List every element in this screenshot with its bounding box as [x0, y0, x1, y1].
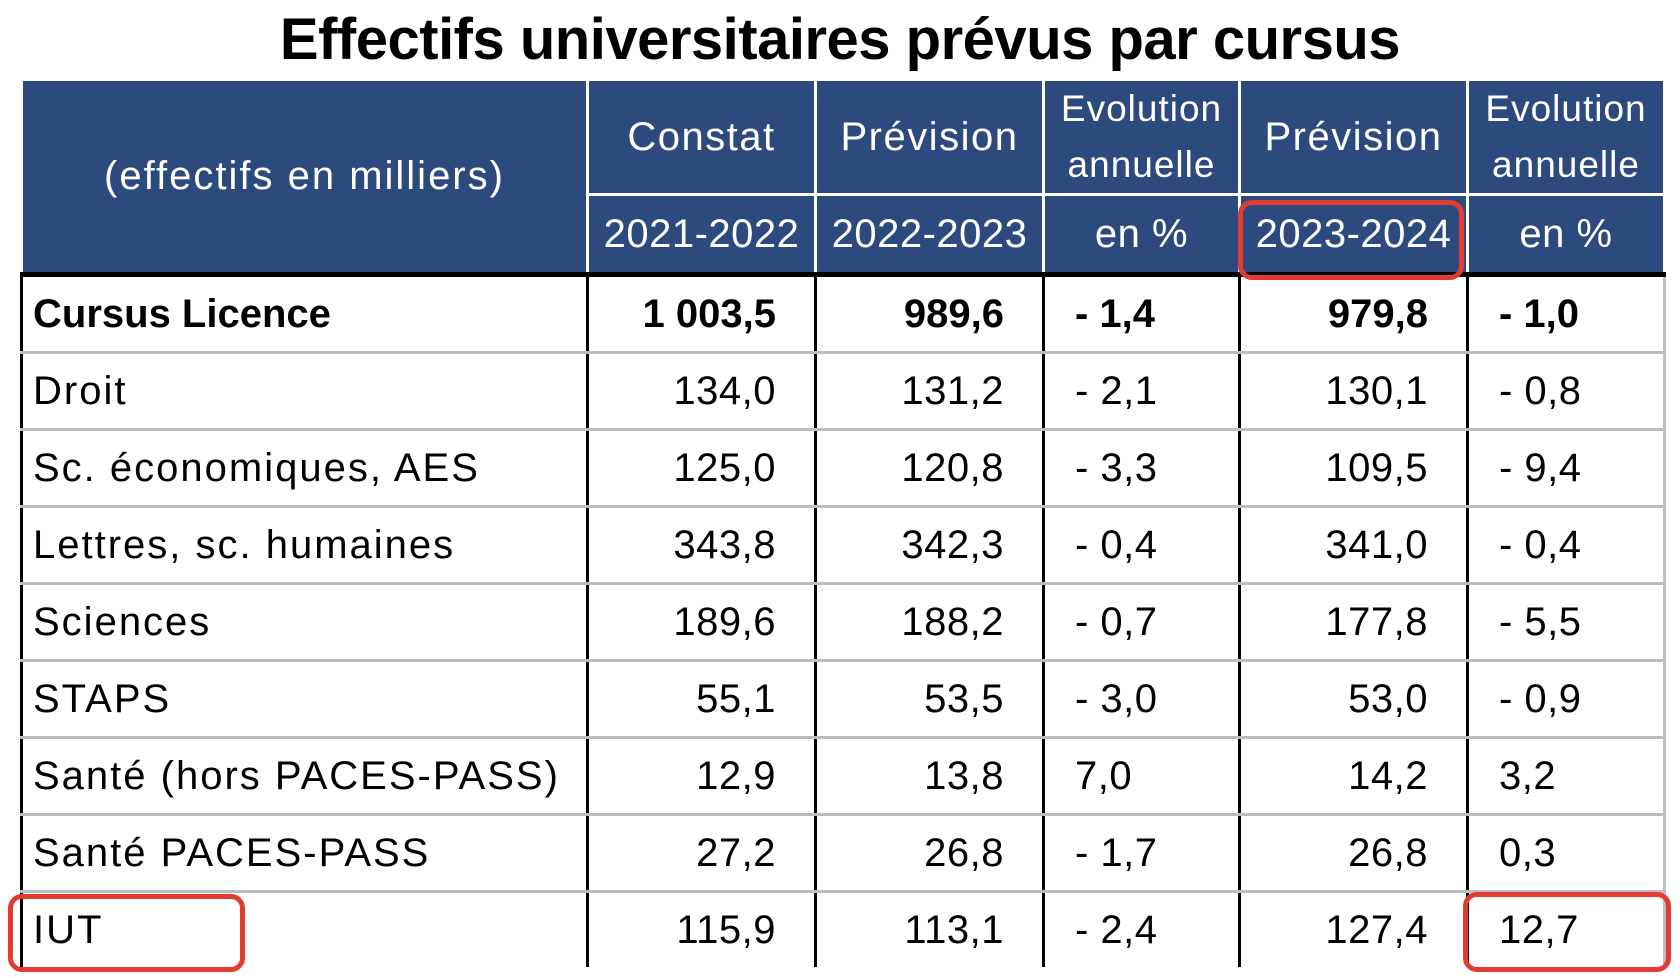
value-2022-2023: 53,5	[814, 660, 1044, 739]
table-title: Effectifs universitaires prévus par curs…	[279, 7, 1401, 72]
evolution-2: - 5,5	[1466, 583, 1666, 662]
table-header: (effectifs en milliers) Constat Prévisio…	[20, 78, 1666, 276]
value-2023-2024: 14,2	[1238, 737, 1468, 816]
unit-label: (effectifs en milliers)	[20, 78, 589, 276]
evolution-1-line2: annuelle	[1067, 144, 1216, 185]
row-label: Cursus Licence	[20, 272, 588, 354]
value-2021-2022: 55,1	[586, 660, 816, 739]
evolution-2: - 0,4	[1466, 506, 1666, 585]
value-2023-2024: 341,0	[1238, 506, 1468, 585]
table-row: Sciences 189,6 188,2 - 0,7 177,8 - 5,5	[20, 583, 1666, 662]
row-label: Santé PACES-PASS	[20, 814, 588, 893]
col-year-2324: 2023-2024	[1238, 193, 1469, 276]
table-row: Santé PACES-PASS 27,2 26,8 - 1,7 26,8 0,…	[20, 814, 1666, 893]
row-label: Sc. économiques, AES	[20, 429, 588, 508]
evolution-1: - 1,4	[1042, 272, 1240, 354]
value-2021-2022: 189,6	[586, 583, 816, 662]
table-body: Cursus Licence 1 003,5 989,6 - 1,4 979,8…	[20, 272, 1666, 967]
value-2021-2022: 1 003,5	[586, 272, 816, 354]
col-year-2122: 2021-2022	[586, 193, 817, 276]
evolution-2-line2: annuelle	[1492, 144, 1640, 185]
value-2022-2023: 13,8	[814, 737, 1044, 816]
row-label: IUT	[20, 891, 588, 967]
value-2022-2023: 342,3	[814, 506, 1044, 585]
evolution-1: - 1,7	[1042, 814, 1240, 893]
value-2022-2023: 26,8	[814, 814, 1044, 893]
col-year-2223: 2022-2023	[814, 193, 1045, 276]
value-2021-2022: 343,8	[586, 506, 816, 585]
evolution-1: 7,0	[1042, 737, 1240, 816]
value-2022-2023: 120,8	[814, 429, 1044, 508]
evolution-1: - 0,4	[1042, 506, 1240, 585]
value-2023-2024: 177,8	[1238, 583, 1468, 662]
evolution-1: - 2,1	[1042, 352, 1240, 431]
value-2021-2022: 115,9	[586, 891, 816, 967]
value-2023-2024: 979,8	[1238, 272, 1468, 354]
table-row: Santé (hors PACES-PASS) 12,9 13,8 7,0 14…	[20, 737, 1666, 816]
table-row: Cursus Licence 1 003,5 989,6 - 1,4 979,8…	[20, 272, 1666, 354]
col-evolution-1-unit: en %	[1042, 193, 1241, 276]
evolution-2: 3,2	[1466, 737, 1666, 816]
evolution-2: - 9,4	[1466, 429, 1666, 508]
evolution-2: 0,3	[1466, 814, 1666, 893]
row-label: Droit	[20, 352, 588, 431]
value-2022-2023: 188,2	[814, 583, 1044, 662]
row-label: STAPS	[20, 660, 588, 739]
table-row: Lettres, sc. humaines 343,8 342,3 - 0,4 …	[20, 506, 1666, 585]
table-row: Droit 134,0 131,2 - 2,1 130,1 - 0,8	[20, 352, 1666, 431]
evolution-1: - 3,0	[1042, 660, 1240, 739]
col-evolution-1-label: Evolution annuelle	[1042, 78, 1241, 196]
col-prevision-2324-label: Prévision	[1238, 78, 1469, 196]
value-2022-2023: 989,6	[814, 272, 1044, 354]
evolution-2: - 0,8	[1466, 352, 1666, 431]
col-prevision-2223-label: Prévision	[814, 78, 1045, 196]
evolution-2: 12,7	[1466, 891, 1666, 967]
value-2023-2024: 109,5	[1238, 429, 1468, 508]
value-2021-2022: 134,0	[586, 352, 816, 431]
table-row: IUT 115,9 113,1 - 2,4 127,4 12,7	[20, 891, 1666, 967]
evolution-2: - 1,0	[1466, 272, 1666, 354]
table-row: Sc. économiques, AES 125,0 120,8 - 3,3 1…	[20, 429, 1666, 508]
value-2023-2024: 130,1	[1238, 352, 1468, 431]
col-constat-label: Constat	[586, 78, 817, 196]
table-row: STAPS 55,1 53,5 - 3,0 53,0 - 0,9	[20, 660, 1666, 739]
row-label: Santé (hors PACES-PASS)	[20, 737, 588, 816]
row-label: Lettres, sc. humaines	[20, 506, 588, 585]
value-2023-2024: 127,4	[1238, 891, 1468, 967]
col-evolution-2-label: Evolution annuelle	[1466, 78, 1666, 196]
evolution-1: - 2,4	[1042, 891, 1240, 967]
col-evolution-2-unit: en %	[1466, 193, 1666, 276]
value-2023-2024: 53,0	[1238, 660, 1468, 739]
value-2021-2022: 27,2	[586, 814, 816, 893]
evolution-2-line1: Evolution	[1485, 88, 1647, 129]
row-label: Sciences	[20, 583, 588, 662]
evolution-2: - 0,9	[1466, 660, 1666, 739]
evolution-1-line1: Evolution	[1060, 88, 1223, 129]
enrollment-table: (effectifs en milliers) Constat Prévisio…	[20, 78, 1666, 967]
value-2022-2023: 131,2	[814, 352, 1044, 431]
evolution-1: - 3,3	[1042, 429, 1240, 508]
value-2022-2023: 113,1	[814, 891, 1044, 967]
value-2021-2022: 12,9	[586, 737, 816, 816]
value-2021-2022: 125,0	[586, 429, 816, 508]
value-2023-2024: 26,8	[1238, 814, 1468, 893]
evolution-1: - 0,7	[1042, 583, 1240, 662]
